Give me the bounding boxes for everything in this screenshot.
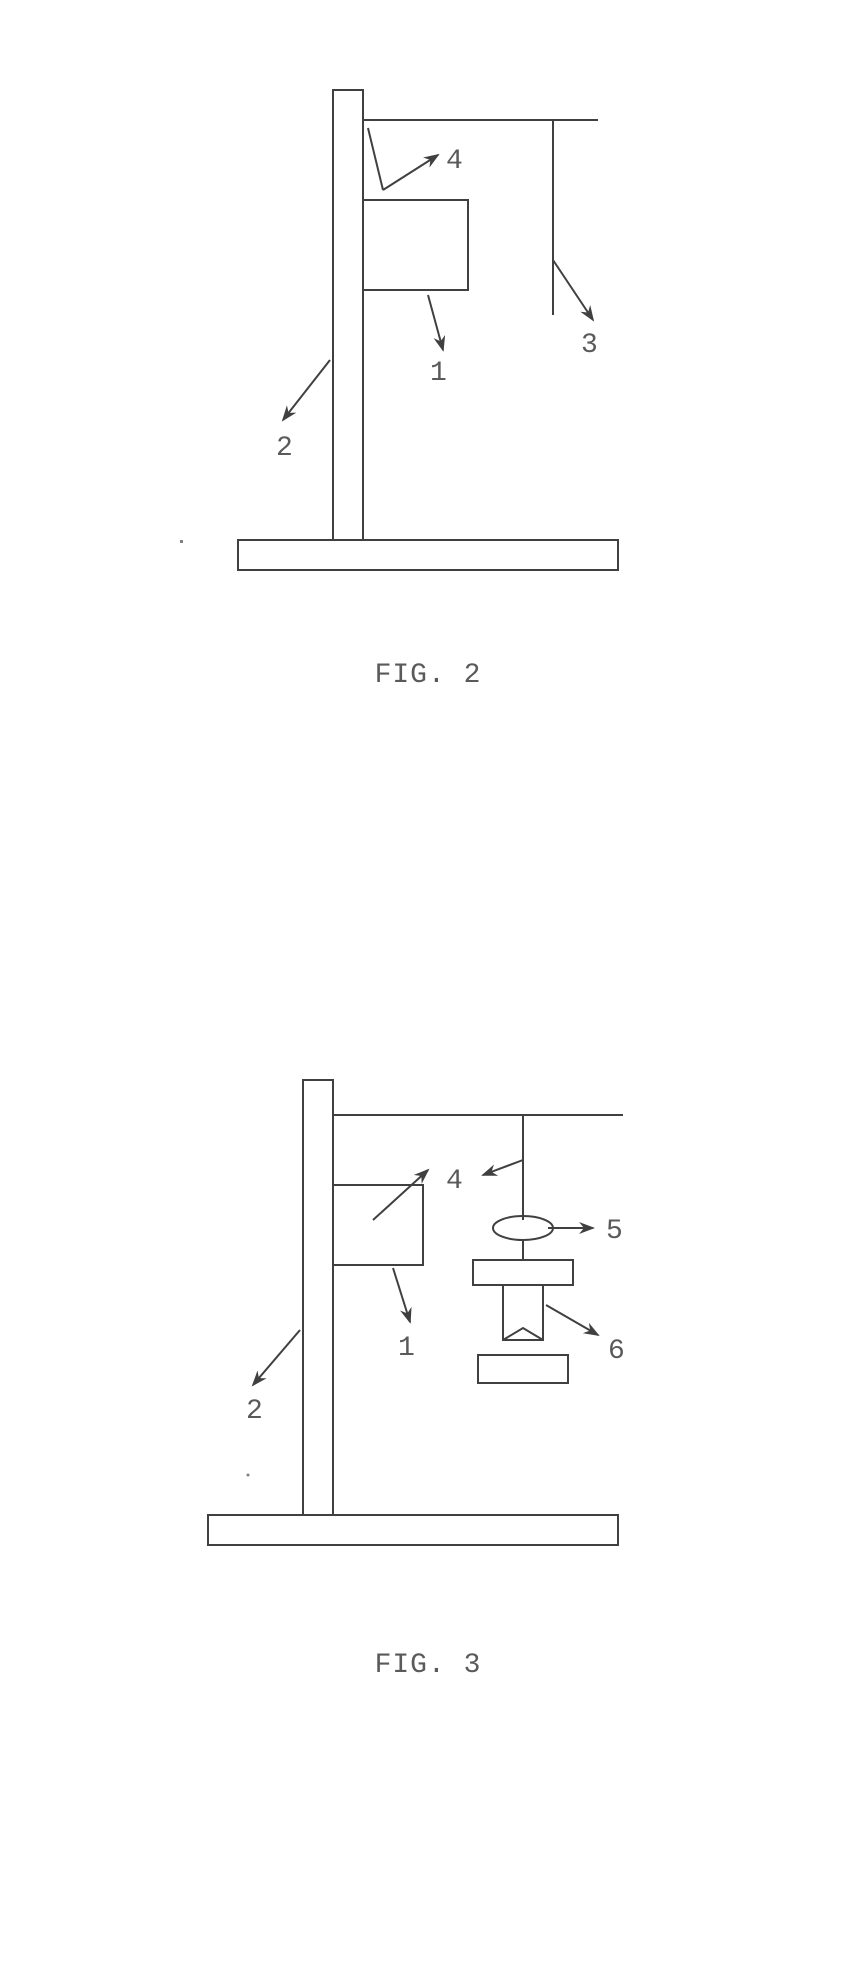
top-plate bbox=[473, 1260, 573, 1285]
vertical-wall-3 bbox=[303, 1080, 333, 1515]
patent-figure-page: 4 1 3 2 FIG. 2 bbox=[0, 0, 856, 1971]
ref-1: 1 bbox=[430, 358, 447, 389]
ref-5: 5 bbox=[606, 1216, 623, 1247]
ref-4-3: 4 bbox=[446, 1166, 463, 1197]
ref-6: 6 bbox=[608, 1336, 625, 1367]
arrow-4-3 bbox=[483, 1160, 523, 1175]
arrow-4b-3 bbox=[373, 1170, 428, 1220]
arrow-1 bbox=[428, 295, 443, 350]
figure-3-label: FIG. 3 bbox=[375, 1650, 482, 1681]
ground-base bbox=[238, 540, 618, 570]
bottom-block bbox=[478, 1355, 568, 1383]
arrow-2-3 bbox=[253, 1330, 300, 1385]
ref-3: 3 bbox=[581, 330, 598, 361]
dot-accent-2 bbox=[180, 540, 183, 543]
vertical-wall bbox=[333, 90, 363, 540]
stem bbox=[503, 1285, 543, 1340]
box-element bbox=[363, 200, 468, 290]
chevron bbox=[503, 1328, 543, 1340]
box-element-3 bbox=[333, 1185, 423, 1265]
ref-4: 4 bbox=[446, 146, 463, 177]
figure-2-svg: 4 1 3 2 bbox=[168, 60, 688, 620]
arrow-3 bbox=[553, 260, 593, 320]
figure-3-container: 4 5 6 1 2 FIG. 3 bbox=[0, 1060, 856, 1681]
arrow-6 bbox=[546, 1305, 598, 1335]
leader-4-to-arm bbox=[368, 128, 383, 190]
figure-3-svg: 4 5 6 1 2 bbox=[148, 1060, 708, 1610]
figure-2-container: 4 1 3 2 FIG. 2 bbox=[0, 60, 856, 691]
arrow-1-3 bbox=[393, 1268, 410, 1322]
ref-1-3: 1 bbox=[398, 1333, 415, 1364]
ref-2: 2 bbox=[276, 433, 293, 464]
arrow-2 bbox=[283, 360, 330, 420]
arrow-4 bbox=[383, 155, 438, 190]
dot-accent bbox=[247, 1474, 250, 1477]
figure-2-label: FIG. 2 bbox=[375, 660, 482, 691]
ground-base-3 bbox=[208, 1515, 618, 1545]
ref-2-3: 2 bbox=[246, 1396, 263, 1427]
